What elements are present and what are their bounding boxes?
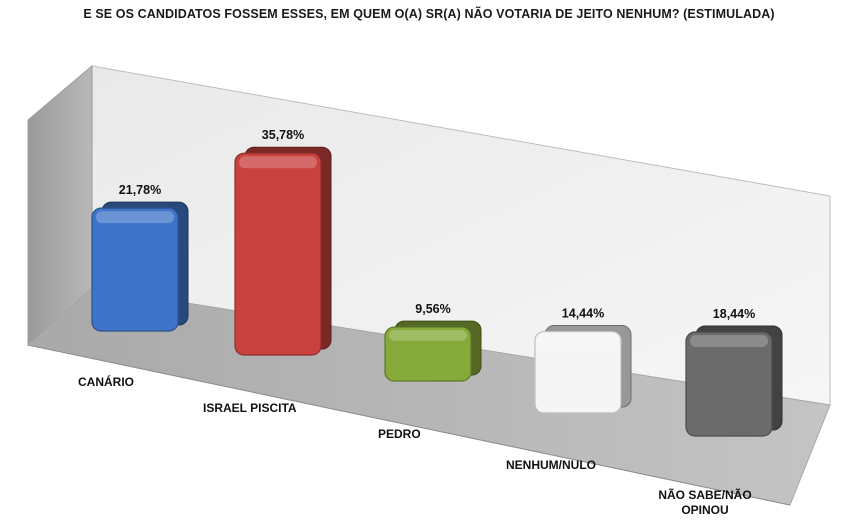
category-label: PEDRO [378,427,421,441]
bar-highlight [389,330,467,341]
bar-highlight [239,156,317,169]
category-label: ISRAEL PISCITA [203,401,297,415]
bar-front [685,331,773,437]
chart-title: E SE OS CANDIDATOS FOSSEM ESSES, EM QUEM… [83,7,775,21]
bar-value-label: 21,78% [119,183,161,197]
bar [91,201,189,332]
bar-front [234,152,322,356]
bar-value-label: 18,44% [713,307,755,321]
chart-floor-front-edge [27,344,791,506]
bar-value-label: 35,78% [262,128,304,142]
bar [234,146,332,356]
category-label: NENHUM/NULO [506,458,596,472]
category-label: CANÁRIO [78,374,134,389]
bar [534,325,632,414]
bar-highlight [96,211,174,224]
bar-value-label: 14,44% [562,307,604,321]
bar-highlight [690,334,768,347]
bar [685,325,783,437]
bar-value-label: 9,56% [415,302,450,316]
bar [384,320,482,382]
bar-front [91,207,179,332]
category-label: NÃO SABE/NÃO OPINOU [658,487,751,517]
bar-front [384,326,472,382]
bar-highlight [539,334,617,347]
bar-front [534,330,622,414]
